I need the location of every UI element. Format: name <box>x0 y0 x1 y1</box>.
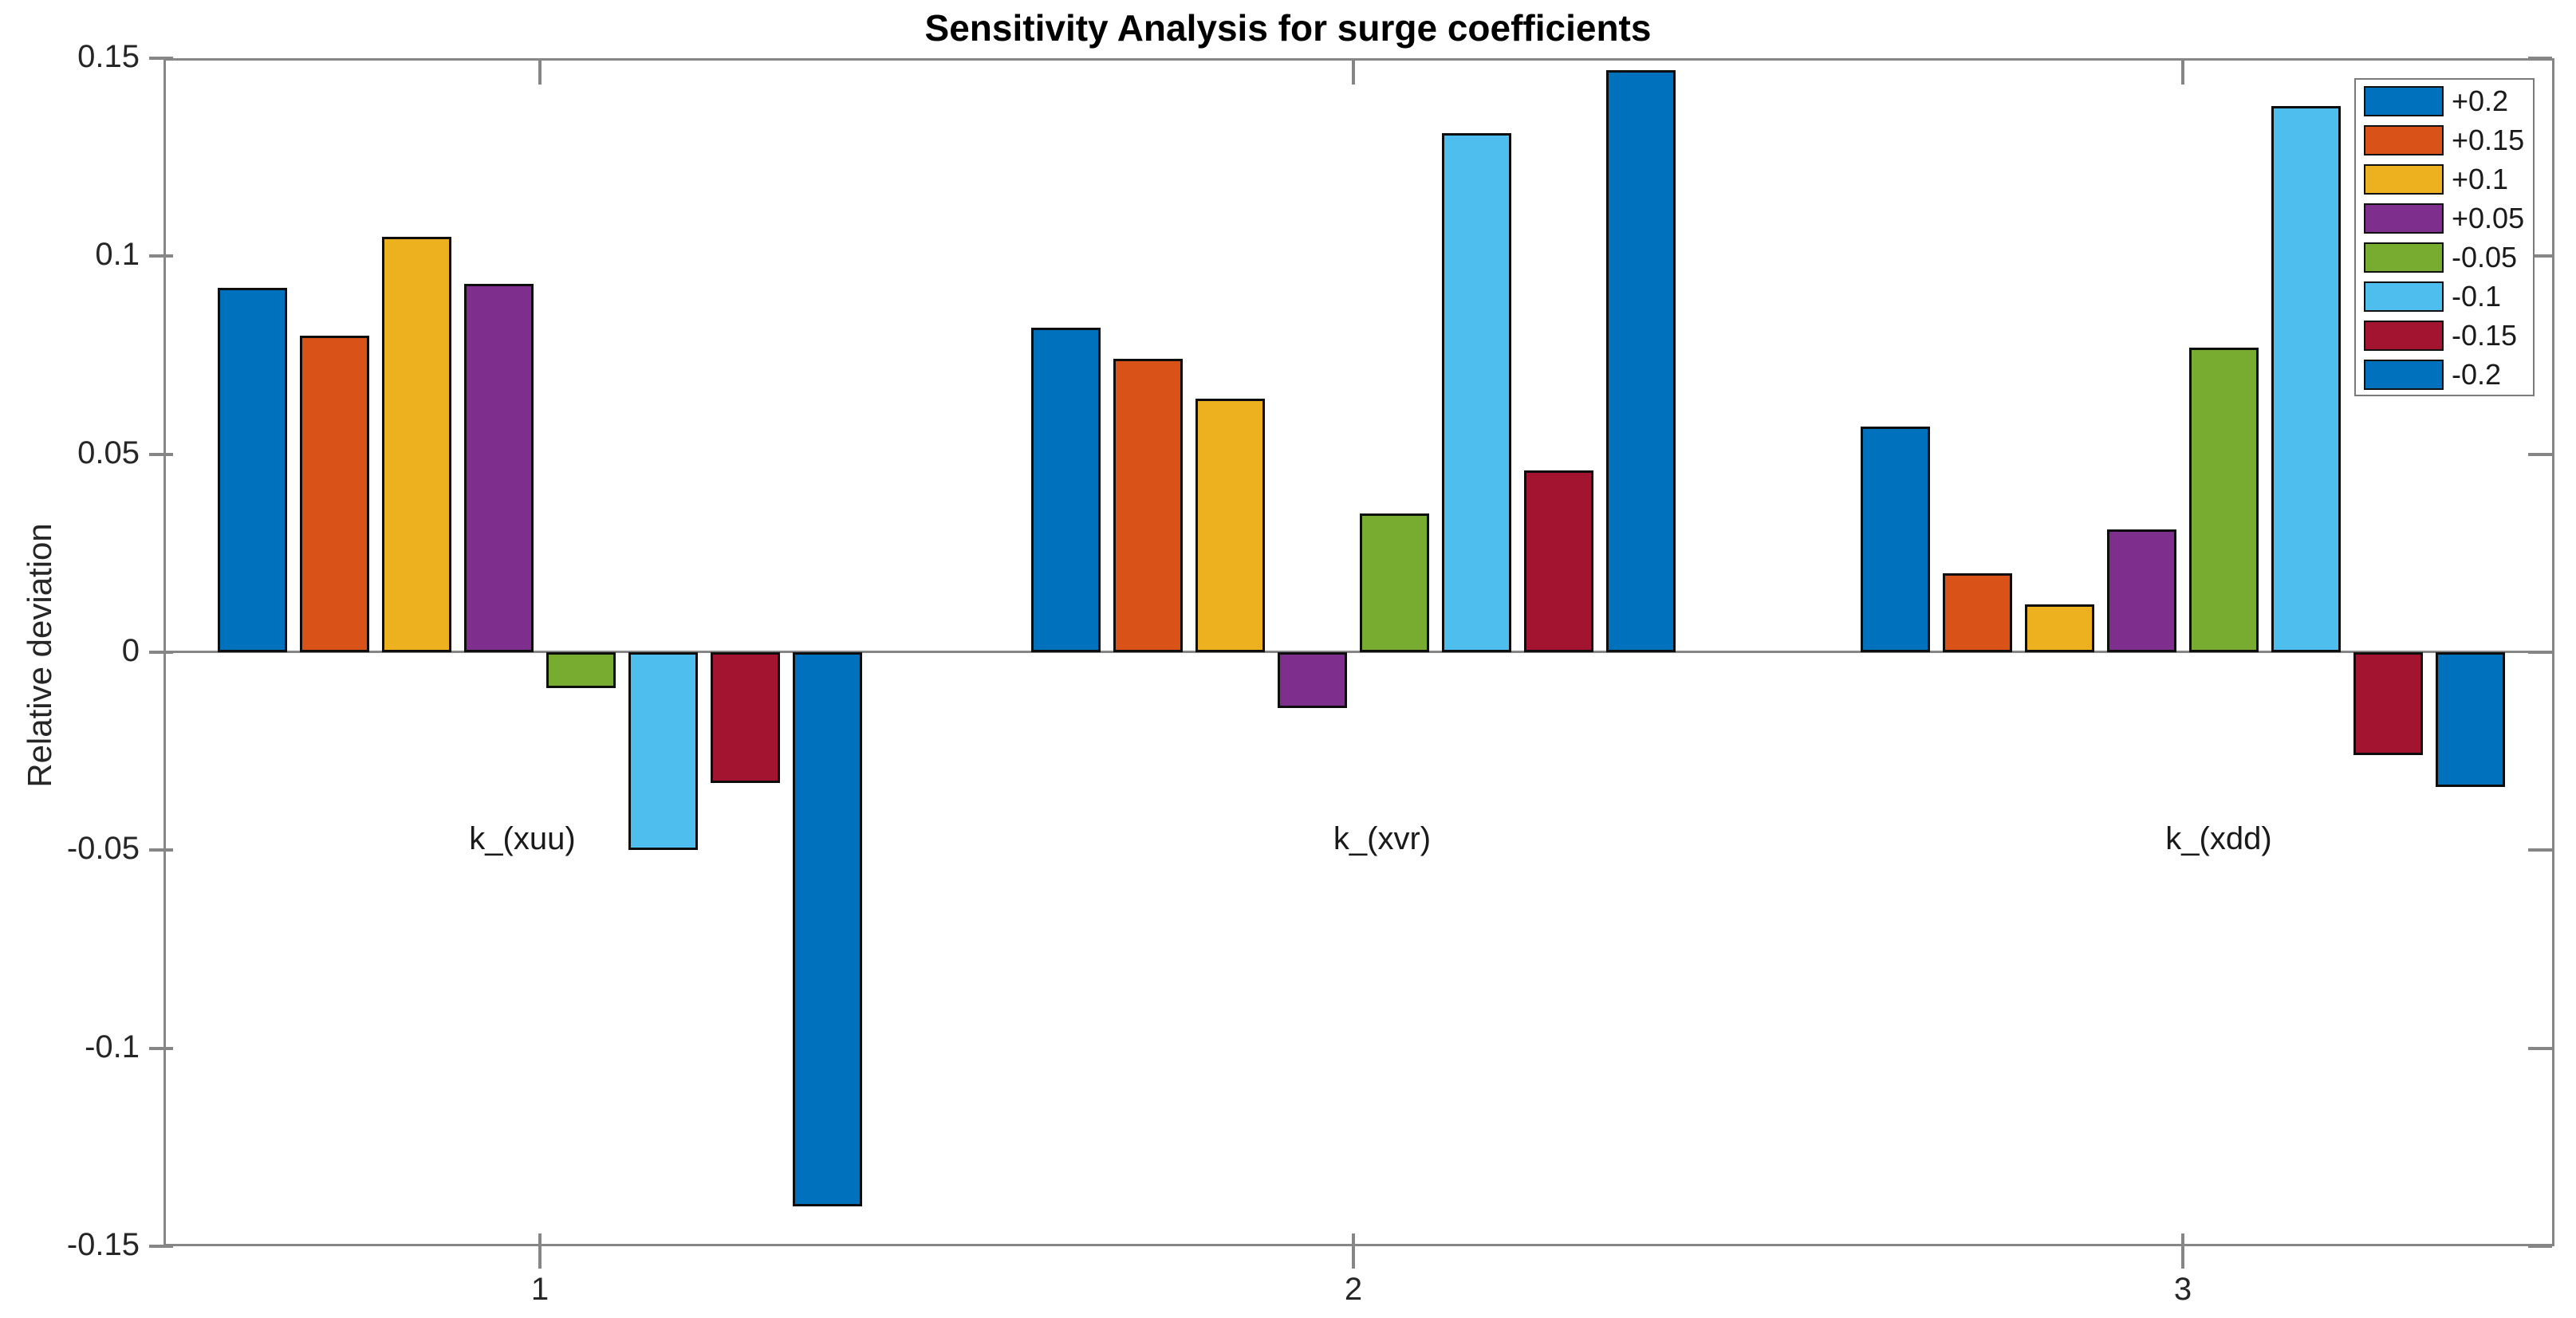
y-tick-mark-right <box>2528 1245 2552 1248</box>
legend-swatch <box>2364 242 2444 273</box>
bar--0.15-group1 <box>711 652 780 783</box>
bar--0.1-group1 <box>628 652 698 851</box>
x-tick-label: 2 <box>1344 1272 1363 1307</box>
y-tick-label: 0.1 <box>95 237 140 273</box>
zero-axis-line <box>163 651 2554 653</box>
legend-label: -0.05 <box>2452 241 2518 273</box>
y-tick-mark-right <box>2528 254 2552 258</box>
y-tick-label: 0 <box>121 633 140 668</box>
legend-swatch <box>2364 164 2444 195</box>
x-tick-mark-bottom <box>538 1233 542 1269</box>
legend-swatch <box>2364 86 2444 116</box>
group-label: k_(xvr) <box>1333 821 1432 856</box>
y-tick-mark-right <box>2528 848 2552 852</box>
bar--0.2-group1 <box>793 652 862 1207</box>
x-tick-label: 3 <box>2173 1272 2192 1307</box>
bar-+0.05-group3 <box>2107 529 2176 652</box>
bar--0.1-group3 <box>2271 105 2341 652</box>
legend-entry: +0.1 <box>2356 164 2533 195</box>
bar-+0.15-group2 <box>1113 359 1183 652</box>
y-tick-mark-left <box>149 452 173 456</box>
bar--0.1-group2 <box>1442 133 1511 652</box>
y-tick-mark-right <box>2528 452 2552 456</box>
legend-entry: -0.1 <box>2356 281 2533 312</box>
y-tick-label: 0.15 <box>77 39 140 74</box>
legend-box: +0.2 +0.15 +0.1 +0.05 -0.05 -0.1 -0.15 -0.2 <box>2354 78 2535 396</box>
chart-title: Sensitivity Analysis for surge coefficie… <box>924 7 1652 49</box>
legend-entry: +0.2 <box>2356 86 2533 116</box>
legend-entry: -0.2 <box>2356 360 2533 390</box>
y-tick-mark-right <box>2528 57 2552 60</box>
legend-label: -0.1 <box>2452 280 2502 313</box>
legend-swatch <box>2364 360 2444 390</box>
legend-label: -0.2 <box>2452 358 2502 391</box>
bar-+0.05-group2 <box>1278 652 1347 708</box>
bar-+0.2-group3 <box>1861 426 1930 652</box>
legend-entry: +0.15 <box>2356 125 2533 155</box>
group-label: k_(xuu) <box>469 821 576 856</box>
y-tick-label: -0.15 <box>66 1227 140 1262</box>
legend-swatch <box>2364 203 2444 234</box>
bar-+0.1-group1 <box>382 236 451 652</box>
y-tick-mark-left <box>149 651 173 654</box>
bar-+0.1-group3 <box>2025 604 2094 652</box>
legend-swatch <box>2364 125 2444 155</box>
legend-label: +0.15 <box>2452 124 2525 156</box>
x-tick-mark-bottom <box>2181 1233 2184 1269</box>
legend-entry: +0.05 <box>2356 203 2533 234</box>
legend-swatch <box>2364 321 2444 351</box>
bar-+0.2-group2 <box>1031 327 1101 652</box>
legend-entry: -0.05 <box>2356 242 2533 273</box>
bar--0.2-group3 <box>2436 652 2505 787</box>
x-tick-mark-bottom <box>1352 1233 1355 1269</box>
bar-+0.1-group2 <box>1195 399 1265 652</box>
bar--0.2-group2 <box>1606 69 1676 652</box>
bar-+0.05-group1 <box>464 284 534 652</box>
y-tick-mark-right <box>2528 1046 2552 1050</box>
y-tick-mark-left <box>149 1046 173 1050</box>
x-tick-mark-top <box>1352 61 1355 85</box>
bar--0.15-group3 <box>2353 652 2423 756</box>
x-tick-mark-top <box>538 61 542 85</box>
x-tick-label: 1 <box>530 1272 549 1307</box>
y-tick-label: -0.05 <box>66 831 140 867</box>
legend-label: +0.05 <box>2452 202 2525 234</box>
y-tick-mark-left <box>149 57 173 60</box>
y-tick-mark-right <box>2528 651 2552 654</box>
legend-swatch <box>2364 281 2444 312</box>
y-tick-label: -0.1 <box>85 1029 140 1064</box>
legend-label: -0.15 <box>2452 319 2518 352</box>
group-label: k_(xdd) <box>2165 821 2272 856</box>
bar-+0.2-group1 <box>218 288 287 652</box>
y-tick-mark-left <box>149 254 173 258</box>
bar--0.05-group2 <box>1360 513 1429 652</box>
bar--0.05-group1 <box>546 652 616 688</box>
bar-+0.15-group3 <box>1943 572 2012 652</box>
bar--0.15-group2 <box>1524 470 1593 652</box>
legend-label: +0.1 <box>2452 163 2509 195</box>
legend-label: +0.2 <box>2452 85 2509 117</box>
x-tick-mark-top <box>2181 61 2184 85</box>
y-tick-label: 0.05 <box>77 435 140 470</box>
y-tick-mark-left <box>149 848 173 852</box>
legend-entry: -0.15 <box>2356 321 2533 351</box>
bar--0.05-group3 <box>2189 347 2259 652</box>
y-tick-mark-left <box>149 1245 173 1248</box>
bar-+0.15-group1 <box>300 335 369 652</box>
